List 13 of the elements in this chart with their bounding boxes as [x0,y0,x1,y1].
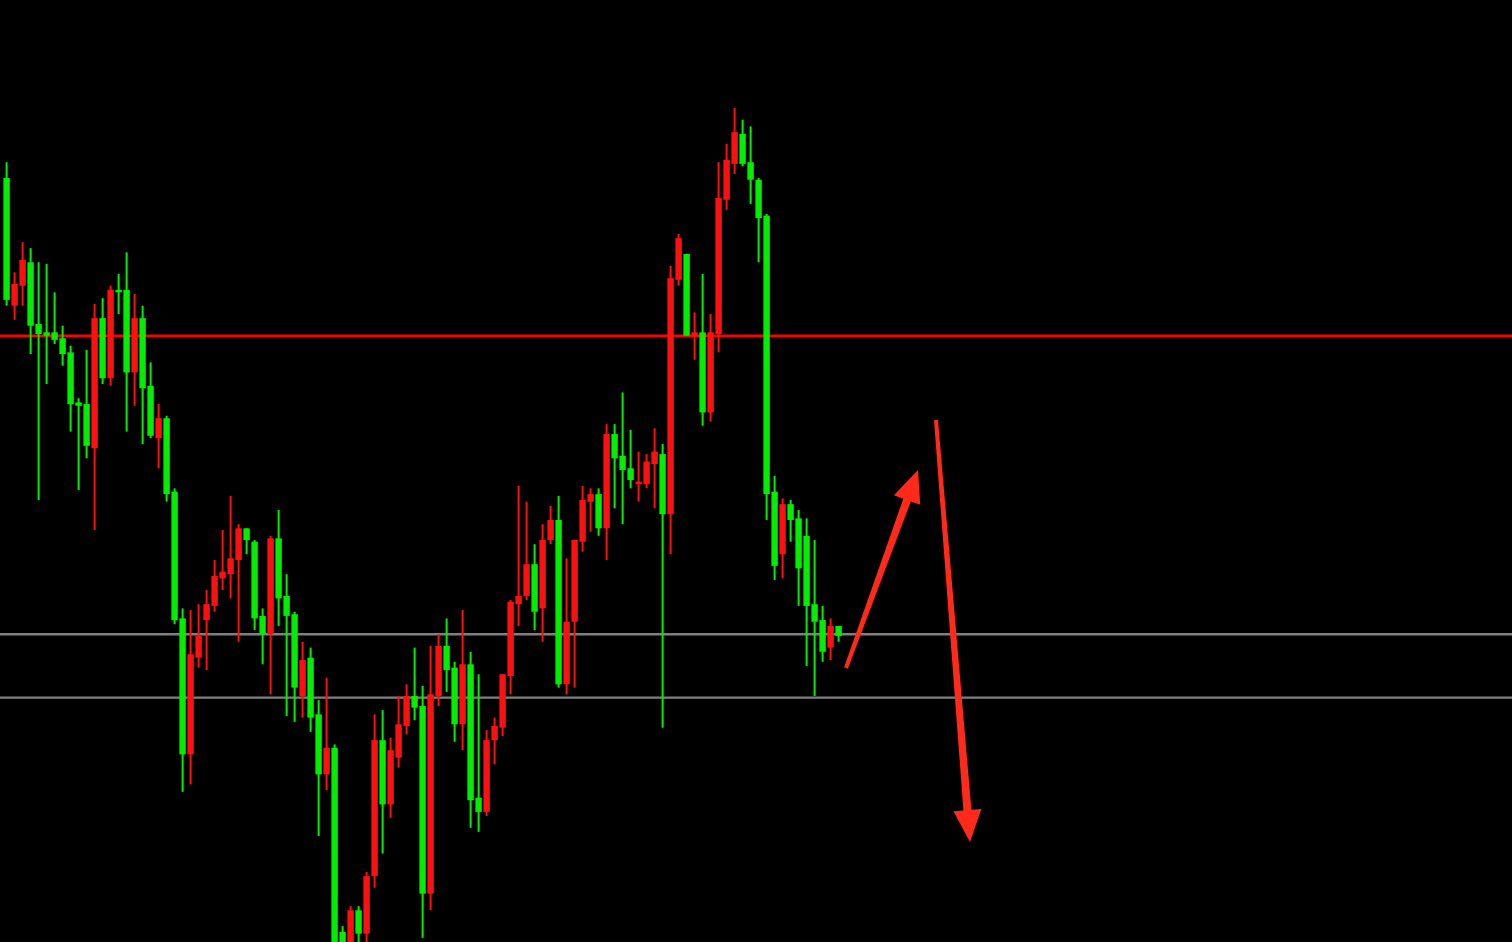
candlestick [619,391,626,526]
candlestick [355,905,362,942]
candlestick [323,676,330,792]
candlestick [691,311,698,361]
candlestick [827,617,834,662]
candlestick [227,494,234,600]
candlestick [611,423,618,510]
candlestick [299,640,306,719]
candlestick [347,905,354,942]
candlestick [155,403,162,470]
candlestick [595,487,602,537]
candlestick [531,543,538,632]
candlestick [651,427,658,510]
